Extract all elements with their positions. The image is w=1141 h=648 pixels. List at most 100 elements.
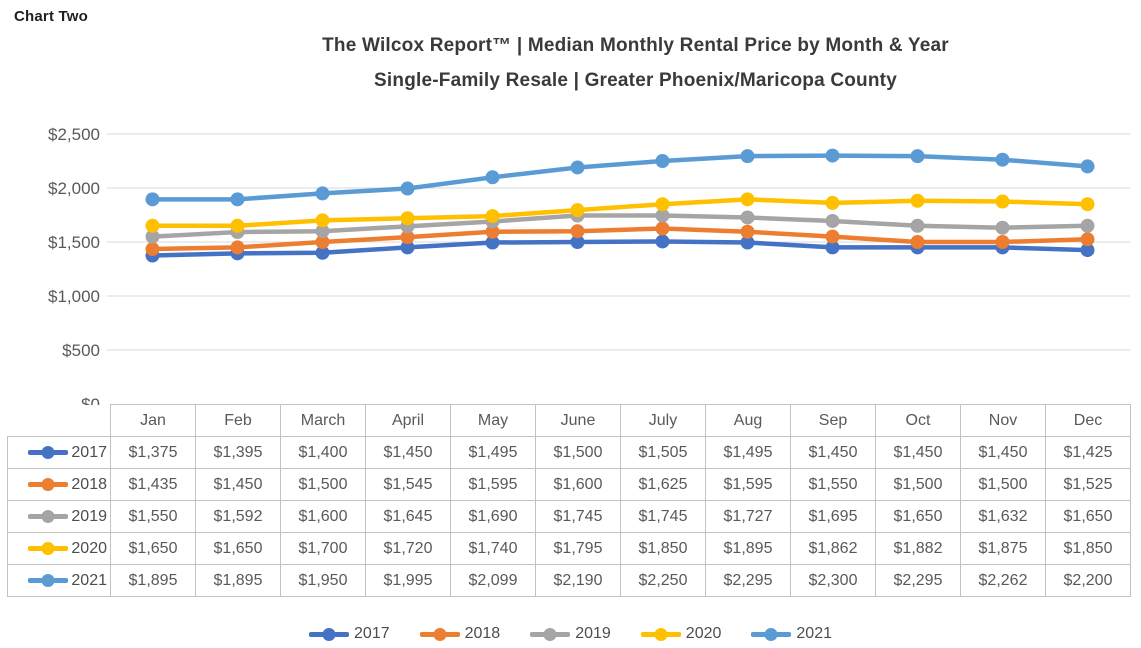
series-marker-2019 (825, 213, 840, 228)
series-key-icon (751, 627, 792, 641)
series-line-2019 (150, 213, 1090, 239)
series-marker-2017 (400, 240, 415, 255)
legend-label: 2017 (354, 625, 390, 642)
series-marker-2020 (315, 213, 330, 228)
value-cell: $1,650 (195, 532, 281, 565)
series-marker-2021 (570, 160, 585, 175)
value-cell: $1,550 (790, 468, 876, 501)
legend-item-2017: 2017 (309, 625, 390, 643)
legend-item-2019: 2019 (530, 625, 611, 643)
series-marker-2021 (995, 152, 1010, 167)
y-axis-tick-label: $500 (62, 341, 100, 360)
month-header-cell: April (365, 404, 451, 437)
rental-price-data-table: Jan Feb March April May June July Aug Sep Oct Nov D… (7, 404, 1131, 597)
month-header-cell: March (280, 404, 366, 437)
value-cell: $1,500 (875, 468, 961, 501)
series-marker-2020 (570, 203, 585, 218)
value-cell: $2,190 (535, 564, 621, 597)
legend-item-2020: 2020 (640, 625, 721, 643)
series-line-2021 (150, 153, 1090, 202)
value-cell: $1,645 (365, 500, 451, 533)
month-header-cell: May (450, 404, 536, 437)
series-marker-2018 (315, 235, 330, 249)
y-axis-tick-label: $1,500 (48, 233, 100, 252)
chart-title: The Wilcox Report™ | Median Monthly Rent… (130, 28, 1141, 98)
value-cell: $1,720 (365, 532, 451, 565)
series-marker-2020 (910, 193, 925, 208)
value-cell: $1,450 (365, 436, 451, 469)
value-cell: $1,740 (450, 532, 536, 565)
value-cell: $2,300 (790, 564, 876, 597)
series-marker-2018 (230, 240, 245, 255)
series-marker-2021 (400, 181, 415, 196)
value-cell: $1,450 (960, 436, 1046, 469)
series-marker-2019 (145, 229, 160, 244)
series-row-label-2021: 2021 (7, 564, 111, 597)
value-cell: $1,850 (620, 532, 706, 565)
month-header-cell: Nov (960, 404, 1046, 437)
value-cell: $1,632 (960, 500, 1046, 533)
value-cell: $1,995 (365, 564, 451, 597)
series-marker-2018 (485, 224, 500, 239)
value-cell: $1,600 (280, 500, 366, 533)
series-marker-2017 (655, 234, 670, 249)
series-marker-2017 (485, 235, 500, 250)
value-cell: $1,862 (790, 532, 876, 565)
table-row-2019: 2019 $1,550 $1,592 $1,600 $1,645 $1,690 $1,745… (7, 500, 1131, 533)
value-cell: $1,500 (280, 468, 366, 501)
series-marker-2021 (910, 149, 925, 164)
value-cell: $1,425 (1045, 436, 1131, 469)
value-cell: $2,200 (1045, 564, 1131, 597)
series-line-2018 (150, 226, 1090, 252)
table-row-2020: 2020 $1,650 $1,650 $1,700 $1,720 $1,740 $1,795… (7, 532, 1131, 565)
month-header-cell: Sep (790, 404, 876, 437)
month-header-cell: June (535, 404, 621, 437)
month-header-cell: July (620, 404, 706, 437)
legend-item-2018: 2018 (419, 625, 501, 643)
value-cell: $1,505 (620, 436, 706, 469)
series-marker-2021 (230, 192, 245, 207)
value-cell: $1,450 (790, 436, 876, 469)
chart-title-line1: The Wilcox Report™ | Median Monthly Rent… (322, 35, 949, 56)
series-key-icon (640, 627, 681, 641)
series-marker-2019 (315, 224, 330, 239)
series-marker-2018 (570, 224, 585, 239)
series-marker-2020 (145, 218, 160, 233)
series-marker-2017 (1080, 243, 1095, 258)
series-marker-2017 (825, 240, 840, 255)
legend-label: 2018 (464, 625, 501, 642)
series-line-2020 (150, 197, 1090, 229)
value-cell: $1,595 (450, 468, 536, 501)
value-cell: $1,882 (875, 532, 961, 565)
value-cell: $1,500 (535, 436, 621, 469)
series-key-icon (530, 627, 571, 641)
series-line-2017 (150, 239, 1090, 258)
series-marker-2019 (910, 218, 925, 233)
value-cell: $1,650 (110, 532, 196, 565)
value-cell: $1,795 (535, 532, 621, 565)
series-marker-2021 (315, 186, 330, 201)
value-cell: $1,850 (1045, 532, 1131, 565)
value-cell: $1,592 (195, 500, 281, 533)
value-cell: $1,950 (280, 564, 366, 597)
value-cell: $1,745 (535, 500, 621, 533)
legend-label: 2021 (796, 625, 832, 642)
value-cell: $1,690 (450, 500, 536, 533)
value-cell: $1,375 (110, 436, 196, 469)
value-cell: $1,495 (450, 436, 536, 469)
series-marker-2020 (485, 209, 500, 224)
month-header-cell: Dec (1045, 404, 1131, 437)
chart-title-line2: Single-Family Resale | Greater Phoenix/M… (374, 70, 897, 91)
series-marker-2018 (655, 221, 670, 236)
table-row-2021: 2021 $1,895 $1,895 $1,950 $1,995 $2,099 $2,190… (7, 564, 1131, 597)
value-cell: $1,600 (535, 468, 621, 501)
series-key-icon (28, 510, 69, 523)
month-header-cell: Oct (875, 404, 961, 437)
table-row-2017: 2017 $1,375 $1,395 $1,400 $1,450 $1,495 $1,500… (7, 436, 1131, 469)
series-row-label-2017: 2017 (7, 436, 111, 469)
series-marker-2020 (740, 192, 755, 207)
series-marker-2021 (655, 154, 670, 168)
month-header-cell: Aug (705, 404, 791, 437)
value-cell: $1,495 (705, 436, 791, 469)
series-marker-2017 (315, 245, 330, 260)
